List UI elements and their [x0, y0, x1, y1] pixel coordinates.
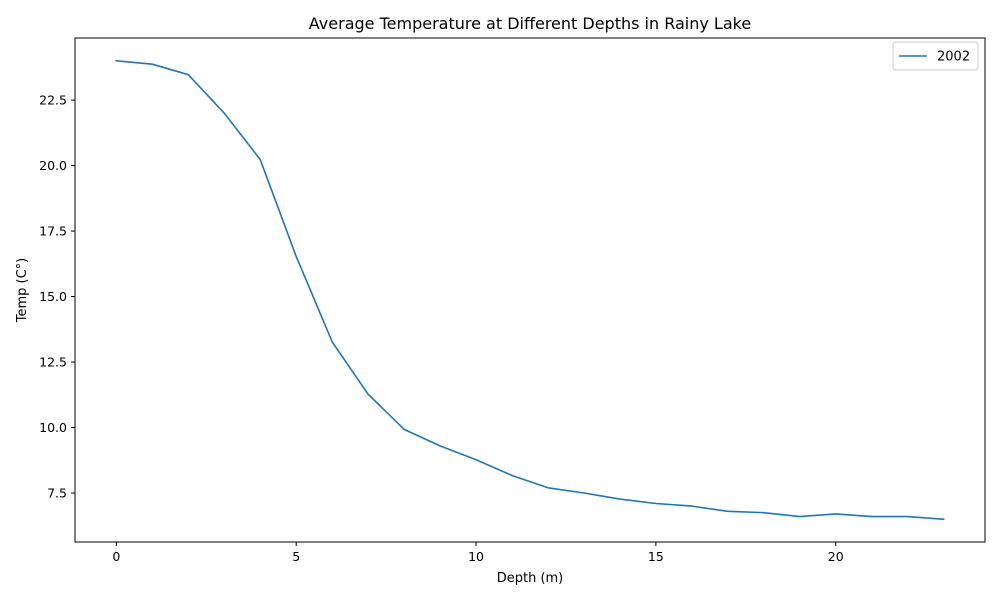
- x-axis-label: Depth (m): [497, 571, 564, 586]
- y-tick-label: 17.5: [39, 224, 67, 239]
- y-tick-label: 15.0: [39, 289, 67, 304]
- y-tick-label: 7.5: [47, 486, 67, 501]
- axis-ticks: 0 5 10 15 20 7.5 10.0 12.5 15.0 17.5 20.0 22.5: [39, 93, 844, 564]
- plot-area: [74, 37, 986, 543]
- x-tick-label: 0: [112, 549, 120, 564]
- y-axis-label: Temp (C°): [15, 258, 30, 324]
- y-tick-label: 12.5: [39, 355, 67, 370]
- y-tick-label: 20.0: [39, 158, 67, 173]
- x-tick-label: 10: [468, 549, 484, 564]
- legend-label: 2002: [937, 50, 970, 65]
- legend: 2002: [892, 41, 979, 71]
- chart-title: Average Temperature at Different Depths …: [309, 14, 751, 33]
- series-line-2002: [115, 59, 945, 521]
- x-tick-label: 15: [648, 549, 664, 564]
- x-tick-label: 5: [292, 549, 300, 564]
- y-tick-label: 10.0: [39, 420, 67, 435]
- plot-frame: [74, 37, 986, 543]
- legend-box: [892, 41, 979, 71]
- y-tick-label: 22.5: [39, 93, 67, 108]
- x-tick-label: 20: [828, 549, 844, 564]
